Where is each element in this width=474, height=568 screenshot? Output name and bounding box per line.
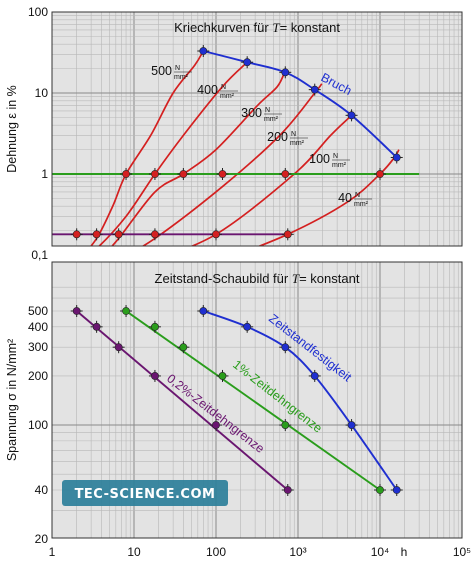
rupture-marker <box>199 47 208 55</box>
point-1%-Zeitdehngrenze <box>179 343 188 352</box>
bottom-y-tick-labels: 500 400 300 200 100 40 20 <box>28 304 48 546</box>
top-y-tick: 0,1 <box>31 248 48 262</box>
tec-science-logo: TEC-SCIENCE.COM <box>62 480 228 506</box>
point-0,2%-Zeitdehngrenze <box>114 343 123 352</box>
curve-label-40: 40 <box>338 191 352 205</box>
top-y-tick: 10 <box>35 86 49 100</box>
top-y-axis-label: Dehnung ε in % <box>5 85 19 173</box>
curve-label-200: 200 <box>267 130 288 144</box>
curve-label-100: 100 <box>309 152 330 166</box>
green-line-marker <box>122 170 130 178</box>
series-line-0,2%-Zeitdehngrenze <box>76 310 289 491</box>
curve-unit-num: N <box>355 192 360 199</box>
purple-line-marker <box>151 230 159 239</box>
top-y-tick: 1 <box>41 167 48 181</box>
purple-line-marker <box>92 230 101 239</box>
curve-unit-den: mm² <box>354 201 369 208</box>
point-0,2%-Zeitdehngrenze <box>72 307 81 315</box>
curve-unit-num: N <box>291 131 296 138</box>
svg-text:TEC-SCIENCE.COM: TEC-SCIENCE.COM <box>75 487 216 502</box>
top-plot-area <box>51 11 463 247</box>
purple-line-marker <box>72 230 81 239</box>
top-grid <box>52 12 462 246</box>
stress-rupture-chart: Zeitstand-Schaubild für T= konstant 500 4… <box>5 261 463 546</box>
bottom-y-tick: 40 <box>35 483 49 497</box>
x-tick: 10 <box>127 545 141 559</box>
point-0,2%-Zeitdehngrenze <box>151 372 159 380</box>
green-line-marker <box>376 170 384 178</box>
curve-unit-den: mm² <box>220 93 235 100</box>
bottom-y-tick: 300 <box>28 340 48 354</box>
point-Zeitstandfestigkeit <box>310 372 319 380</box>
top-y-tick-labels: 100 10 1 0,1 <box>28 5 48 262</box>
rupture-marker <box>243 58 252 67</box>
point-Zeitstandfestigkeit <box>392 486 401 494</box>
point-1%-Zeitdehngrenze <box>218 372 227 380</box>
curve-unit-num: N <box>333 153 338 160</box>
series-line-100 <box>190 114 353 246</box>
x-tick: 100 <box>206 545 226 559</box>
point-0,2%-Zeitdehngrenze <box>212 421 220 429</box>
creep-curves-chart: Kriechkurven für T= konstant 100 10 1 0,1 D… <box>5 5 463 262</box>
point-Zeitstandfestigkeit <box>199 307 208 315</box>
point-0,2%-Zeitdehngrenze <box>283 486 292 494</box>
top-markers <box>70 45 403 241</box>
rupture-marker <box>310 85 319 94</box>
curve-label-300: 300 <box>241 106 262 120</box>
rupture-marker <box>392 153 401 162</box>
top-y-tick: 100 <box>28 5 48 19</box>
curve-unit-den: mm² <box>264 116 279 123</box>
x-axis-unit: h <box>401 545 408 559</box>
point-1%-Zeitdehngrenze <box>122 307 130 315</box>
green-line-marker <box>151 170 159 178</box>
point-1%-Zeitdehngrenze <box>151 322 159 331</box>
bottom-y-tick: 400 <box>28 320 48 334</box>
curve-unit-num: N <box>221 84 226 91</box>
green-line-marker <box>179 170 188 178</box>
bottom-markers <box>70 305 403 496</box>
purple-line-marker <box>283 230 292 239</box>
bottom-y-tick: 200 <box>28 369 48 383</box>
x-tick: 10³ <box>289 545 306 559</box>
bottom-y-tick: 100 <box>28 418 48 432</box>
point-1%-Zeitdehngrenze <box>281 421 290 429</box>
bottom-title: Zeitstand-Schaubild für T= konstant <box>155 271 360 286</box>
curve-label-500: 500 <box>151 64 172 78</box>
point-0,2%-Zeitdehngrenze <box>92 322 101 331</box>
x-tick: 10⁴ <box>371 545 390 559</box>
purple-line-marker <box>212 230 220 239</box>
point-Zeitstandfestigkeit <box>347 421 356 429</box>
series-line-1%-Zeitdehngrenze <box>125 310 381 491</box>
curve-unit-den: mm² <box>332 162 347 169</box>
top-title: Kriechkurven für T= konstant <box>174 20 340 35</box>
purple-line-marker <box>114 230 123 239</box>
point-Zeitstandfestigkeit <box>243 322 252 331</box>
rupture-marker <box>281 68 290 77</box>
point-1%-Zeitdehngrenze <box>376 486 384 494</box>
green-line-marker <box>218 170 227 178</box>
curve-unit-num: N <box>265 107 270 114</box>
bottom-y-tick: 20 <box>35 532 49 546</box>
bottom-y-tick: 500 <box>28 304 48 318</box>
point-Zeitstandfestigkeit <box>281 343 290 352</box>
x-tick-labels: 1 10 100 10³ 10⁴ 10⁵ <box>49 545 472 559</box>
green-line-marker <box>281 170 290 178</box>
curve-unit-den: mm² <box>290 140 305 147</box>
curve-unit-num: N <box>175 65 180 72</box>
curve-label-400: 400 <box>197 83 218 97</box>
bottom-y-axis-label: Spannung σ in N/mm² <box>5 339 19 461</box>
x-tick: 1 <box>49 545 56 559</box>
x-tick: 10⁵ <box>453 545 471 559</box>
rupture-marker <box>347 111 356 120</box>
curve-unit-den: mm² <box>174 74 189 81</box>
